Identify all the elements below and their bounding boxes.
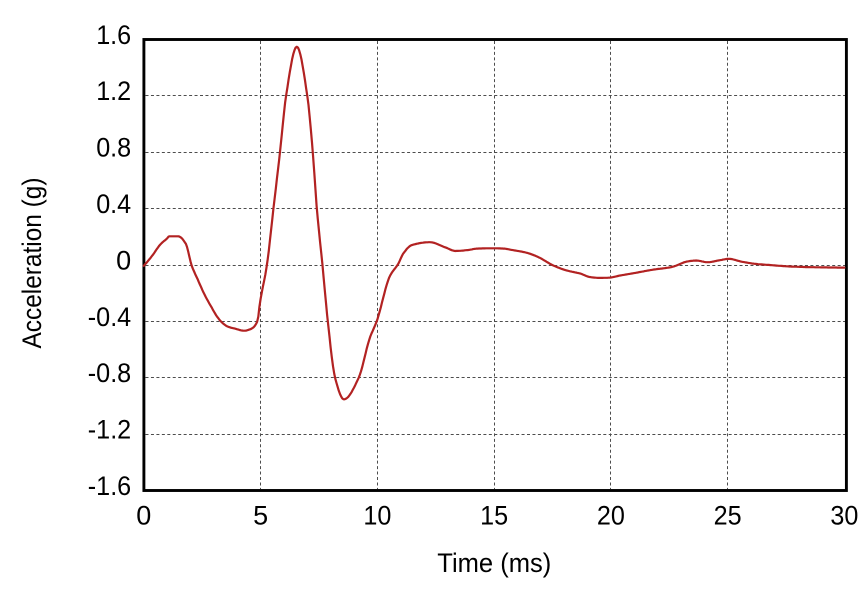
svg-text:-0.4: -0.4 [88, 302, 131, 332]
svg-text:30: 30 [830, 501, 858, 531]
svg-text:15: 15 [480, 501, 508, 531]
svg-text:25: 25 [714, 501, 742, 531]
svg-text:10: 10 [363, 501, 391, 531]
svg-text:20: 20 [597, 501, 625, 531]
svg-text:Time (ms): Time (ms) [437, 548, 551, 578]
svg-text:-0.8: -0.8 [88, 358, 131, 388]
svg-text:0.8: 0.8 [96, 133, 131, 163]
svg-text:-1.2: -1.2 [88, 415, 131, 445]
svg-text:5: 5 [253, 501, 268, 531]
svg-text:0: 0 [116, 245, 131, 275]
svg-text:1.6: 1.6 [96, 20, 131, 50]
svg-text:-1.6: -1.6 [88, 471, 131, 501]
svg-text:Acceleration (g): Acceleration (g) [17, 178, 47, 349]
svg-text:1.2: 1.2 [96, 76, 131, 106]
svg-text:0.4: 0.4 [96, 189, 131, 219]
svg-text:0: 0 [136, 501, 151, 531]
